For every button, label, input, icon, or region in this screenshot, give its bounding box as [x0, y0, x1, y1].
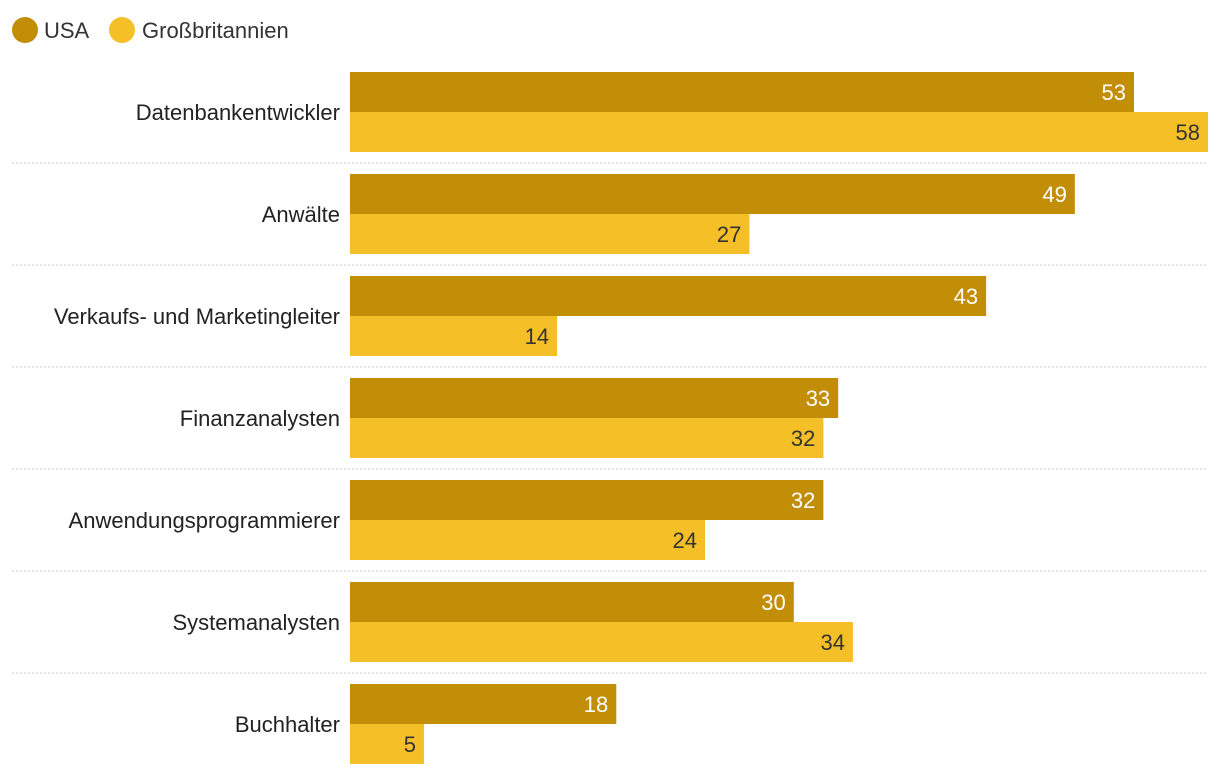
category-group-finanzanalysten: Finanzanalysten 33 32	[12, 378, 1208, 470]
legend-item-grossbritannien[interactable]: Großbritannien	[109, 17, 289, 43]
bar-grossbritannien[interactable]	[350, 112, 1208, 152]
category-label: Datenbankentwickler	[136, 100, 340, 125]
category-label: Anwälte	[262, 202, 340, 227]
value-label-grossbritannien: 34	[820, 630, 844, 655]
legend: USA Großbritannien	[12, 17, 289, 43]
value-label-grossbritannien: 58	[1176, 120, 1200, 145]
category-label: Buchhalter	[235, 712, 340, 737]
value-label-grossbritannien: 24	[673, 528, 697, 553]
bar-usa[interactable]	[350, 480, 824, 520]
legend-item-usa[interactable]: USA	[12, 17, 90, 43]
value-label-usa: 33	[806, 386, 830, 411]
value-label-grossbritannien: 14	[525, 324, 549, 349]
bar-usa[interactable]	[350, 72, 1135, 112]
legend-label-usa: USA	[44, 18, 90, 43]
category-label: Verkaufs- und Marketingleiter	[54, 304, 340, 329]
bar-grossbritannien[interactable]	[350, 418, 824, 458]
value-label-grossbritannien: 32	[791, 426, 815, 451]
value-label-grossbritannien: 5	[404, 732, 416, 757]
bar-usa[interactable]	[350, 582, 794, 622]
category-group-buchhalter: Buchhalter 18 5	[235, 684, 617, 764]
legend-swatch-grossbritannien	[109, 17, 135, 43]
plot-area: Datenbankentwickler 53 58 Anwälte 49 27 Verkau…	[12, 72, 1208, 764]
value-label-usa: 30	[761, 590, 785, 615]
category-label: Finanzanalysten	[180, 406, 340, 431]
category-group-systemanalysten: Systemanalysten 30 34	[12, 582, 1208, 674]
legend-swatch-usa	[12, 17, 38, 43]
bar-grossbritannien[interactable]	[350, 520, 706, 560]
bar-usa[interactable]	[350, 684, 617, 724]
category-group-verkaufs-und-marketingleiter: Verkaufs- und Marketingleiter 43 14	[12, 276, 1208, 368]
category-group-datenbankentwickler: Datenbankentwickler 53 58	[12, 72, 1208, 164]
value-label-usa: 32	[791, 488, 815, 513]
bar-usa[interactable]	[350, 174, 1075, 214]
category-label: Systemanalysten	[172, 610, 340, 635]
bar-usa[interactable]	[350, 378, 839, 418]
category-group-anwaelte: Anwälte 49 27	[12, 174, 1208, 266]
value-label-usa: 53	[1102, 80, 1126, 105]
bar-grossbritannien[interactable]	[350, 316, 558, 356]
bar-grossbritannien[interactable]	[350, 214, 750, 254]
value-label-usa: 43	[954, 284, 978, 309]
bar-grossbritannien[interactable]	[350, 622, 853, 662]
category-label: Anwendungsprogrammierer	[69, 508, 340, 533]
bar-grossbritannien[interactable]	[350, 724, 424, 764]
bar-usa[interactable]	[350, 276, 987, 316]
value-label-grossbritannien: 27	[717, 222, 741, 247]
value-label-usa: 18	[584, 692, 608, 717]
category-group-anwendungsprogrammierer: Anwendungsprogrammierer 32 24	[12, 480, 1208, 572]
value-label-usa: 49	[1042, 182, 1066, 207]
legend-label-grossbritannien: Großbritannien	[142, 18, 289, 43]
